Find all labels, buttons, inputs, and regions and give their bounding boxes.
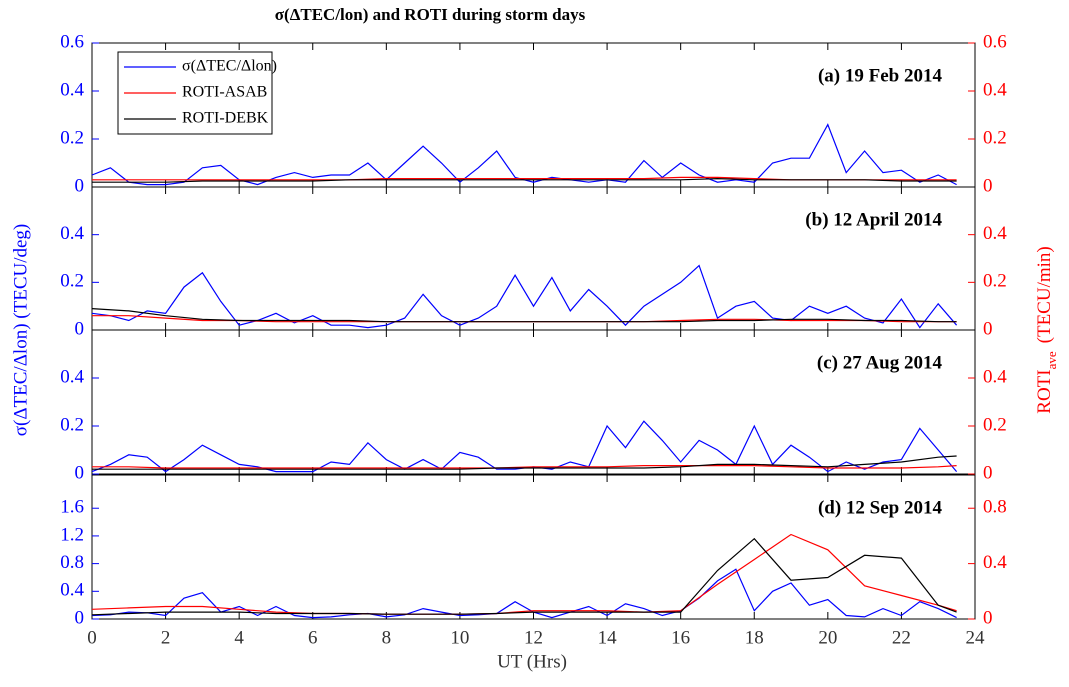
series-line xyxy=(92,177,957,183)
panel-annotation: (b) 12 April 2014 xyxy=(805,209,942,230)
panel-annotation: (c) 27 Aug 2014 xyxy=(817,352,943,373)
series-line xyxy=(91,308,957,323)
y2-tick-label: 0.6 xyxy=(983,31,1007,52)
x-tick-label: 22 xyxy=(892,627,911,648)
y2-tick-label: 0 xyxy=(983,318,993,339)
y-tick-label: 0 xyxy=(75,175,85,196)
panel-annotation: (a) 19 Feb 2014 xyxy=(818,65,943,86)
legend-label: ROTI-ASAB xyxy=(182,84,267,101)
y-tick-label: 0.4 xyxy=(60,79,84,100)
y2-label-main: ROTI xyxy=(1034,369,1055,413)
y-tick-label: 0 xyxy=(75,462,85,483)
series-line xyxy=(91,537,957,616)
x-tick-label: 0 xyxy=(87,627,97,648)
y-tick-label: 0 xyxy=(75,607,85,628)
legend-label: σ(ΔTEC/Δlon) xyxy=(182,58,277,75)
y2-tick-label: 0.4 xyxy=(983,79,1007,100)
series-line xyxy=(92,455,957,470)
y-tick-label: 1.2 xyxy=(60,524,84,545)
x-tick-label: 24 xyxy=(966,627,986,648)
y2-tick-label: 0.4 xyxy=(983,223,1007,244)
y-tick-label: 0.2 xyxy=(60,271,84,292)
series-line xyxy=(91,568,957,619)
series-line xyxy=(91,533,957,615)
chart-title: σ(ΔTEC/lon) and ROTI during storm days xyxy=(275,5,586,24)
y2-tick-label: 0.4 xyxy=(983,366,1007,387)
x-axis-label: UT (Hrs) xyxy=(497,651,567,672)
y-tick-label: 0.6 xyxy=(60,31,84,52)
y-tick-label: 0 xyxy=(75,318,85,339)
y-tick-label: 0.8 xyxy=(60,552,84,573)
x-tick-label: 2 xyxy=(161,627,171,648)
y2-tick-label: 0 xyxy=(983,175,993,196)
y2-label-unit: (TECU/min) xyxy=(1034,246,1055,343)
panel-annotation: (d) 12 Sep 2014 xyxy=(818,497,943,518)
y2-tick-label: 0.2 xyxy=(983,271,1007,292)
y-tick-label: 1.6 xyxy=(60,497,84,518)
x-tick-label: 18 xyxy=(745,627,764,648)
y-tick-label: 0.4 xyxy=(60,580,84,601)
x-tick-label: 14 xyxy=(598,627,618,648)
series-line xyxy=(91,264,958,329)
y2-tick-label: 0.2 xyxy=(983,414,1007,435)
y-tick-label: 0.2 xyxy=(60,414,84,435)
x-tick-label: 12 xyxy=(524,627,543,648)
y-axis-label: σ(ΔTEC/Δlon) (TECU/deg) xyxy=(10,224,31,437)
legend-label: ROTI-DEBK xyxy=(182,110,269,127)
y2-tick-label: 0 xyxy=(983,462,993,483)
y2-tick-label: 0.4 xyxy=(983,552,1007,573)
x-tick-label: 20 xyxy=(818,627,837,648)
y2-axis-label: ROTIave (TECU/min) xyxy=(1034,246,1059,413)
y-tick-label: 0.4 xyxy=(60,366,84,387)
y2-tick-label: 0.8 xyxy=(983,497,1007,518)
x-tick-label: 10 xyxy=(450,627,469,648)
series-line xyxy=(92,465,957,469)
y-tick-label: 0.4 xyxy=(60,223,84,244)
y2-label-sub: ave xyxy=(1044,351,1059,369)
x-tick-label: 4 xyxy=(234,627,244,648)
x-tick-label: 6 xyxy=(308,627,318,648)
y2-tick-label: 0 xyxy=(983,607,993,628)
y2-tick-label: 0.2 xyxy=(983,127,1007,148)
x-tick-label: 16 xyxy=(671,627,690,648)
x-tick-label: 8 xyxy=(382,627,392,648)
y-tick-label: 0.2 xyxy=(60,127,84,148)
